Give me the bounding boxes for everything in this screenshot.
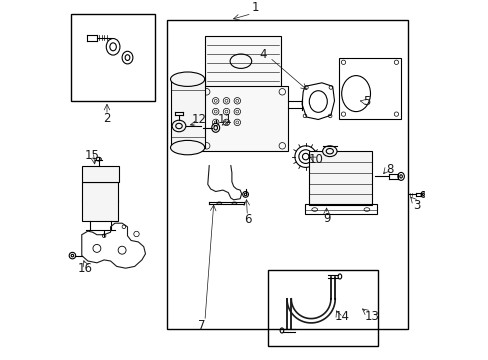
Text: 13: 13: [364, 310, 379, 323]
Text: 2: 2: [103, 112, 110, 125]
Bar: [338, 58, 400, 119]
Ellipse shape: [170, 140, 204, 155]
Text: 3: 3: [412, 199, 419, 212]
Text: 7: 7: [197, 319, 204, 332]
Ellipse shape: [322, 146, 336, 157]
Bar: [309, 151, 371, 205]
Text: 4: 4: [259, 48, 267, 60]
Ellipse shape: [82, 182, 118, 221]
Text: 14: 14: [333, 310, 348, 323]
Bar: [204, 36, 280, 88]
Bar: [305, 204, 376, 214]
Bar: [71, 14, 154, 101]
Text: 11: 11: [217, 113, 232, 126]
Text: 15: 15: [85, 149, 100, 162]
Bar: [82, 182, 118, 221]
Bar: [170, 79, 204, 148]
Bar: [81, 166, 119, 182]
Bar: [201, 86, 287, 151]
Bar: [267, 270, 377, 346]
Text: 8: 8: [386, 163, 393, 176]
Text: 10: 10: [308, 153, 323, 166]
Text: 6: 6: [244, 213, 251, 226]
Text: 1: 1: [251, 1, 259, 14]
Bar: [167, 20, 407, 329]
Text: 5: 5: [363, 95, 370, 108]
Text: 9: 9: [322, 212, 330, 225]
Text: 12: 12: [192, 113, 206, 126]
Ellipse shape: [170, 72, 204, 86]
Text: 16: 16: [78, 262, 93, 275]
